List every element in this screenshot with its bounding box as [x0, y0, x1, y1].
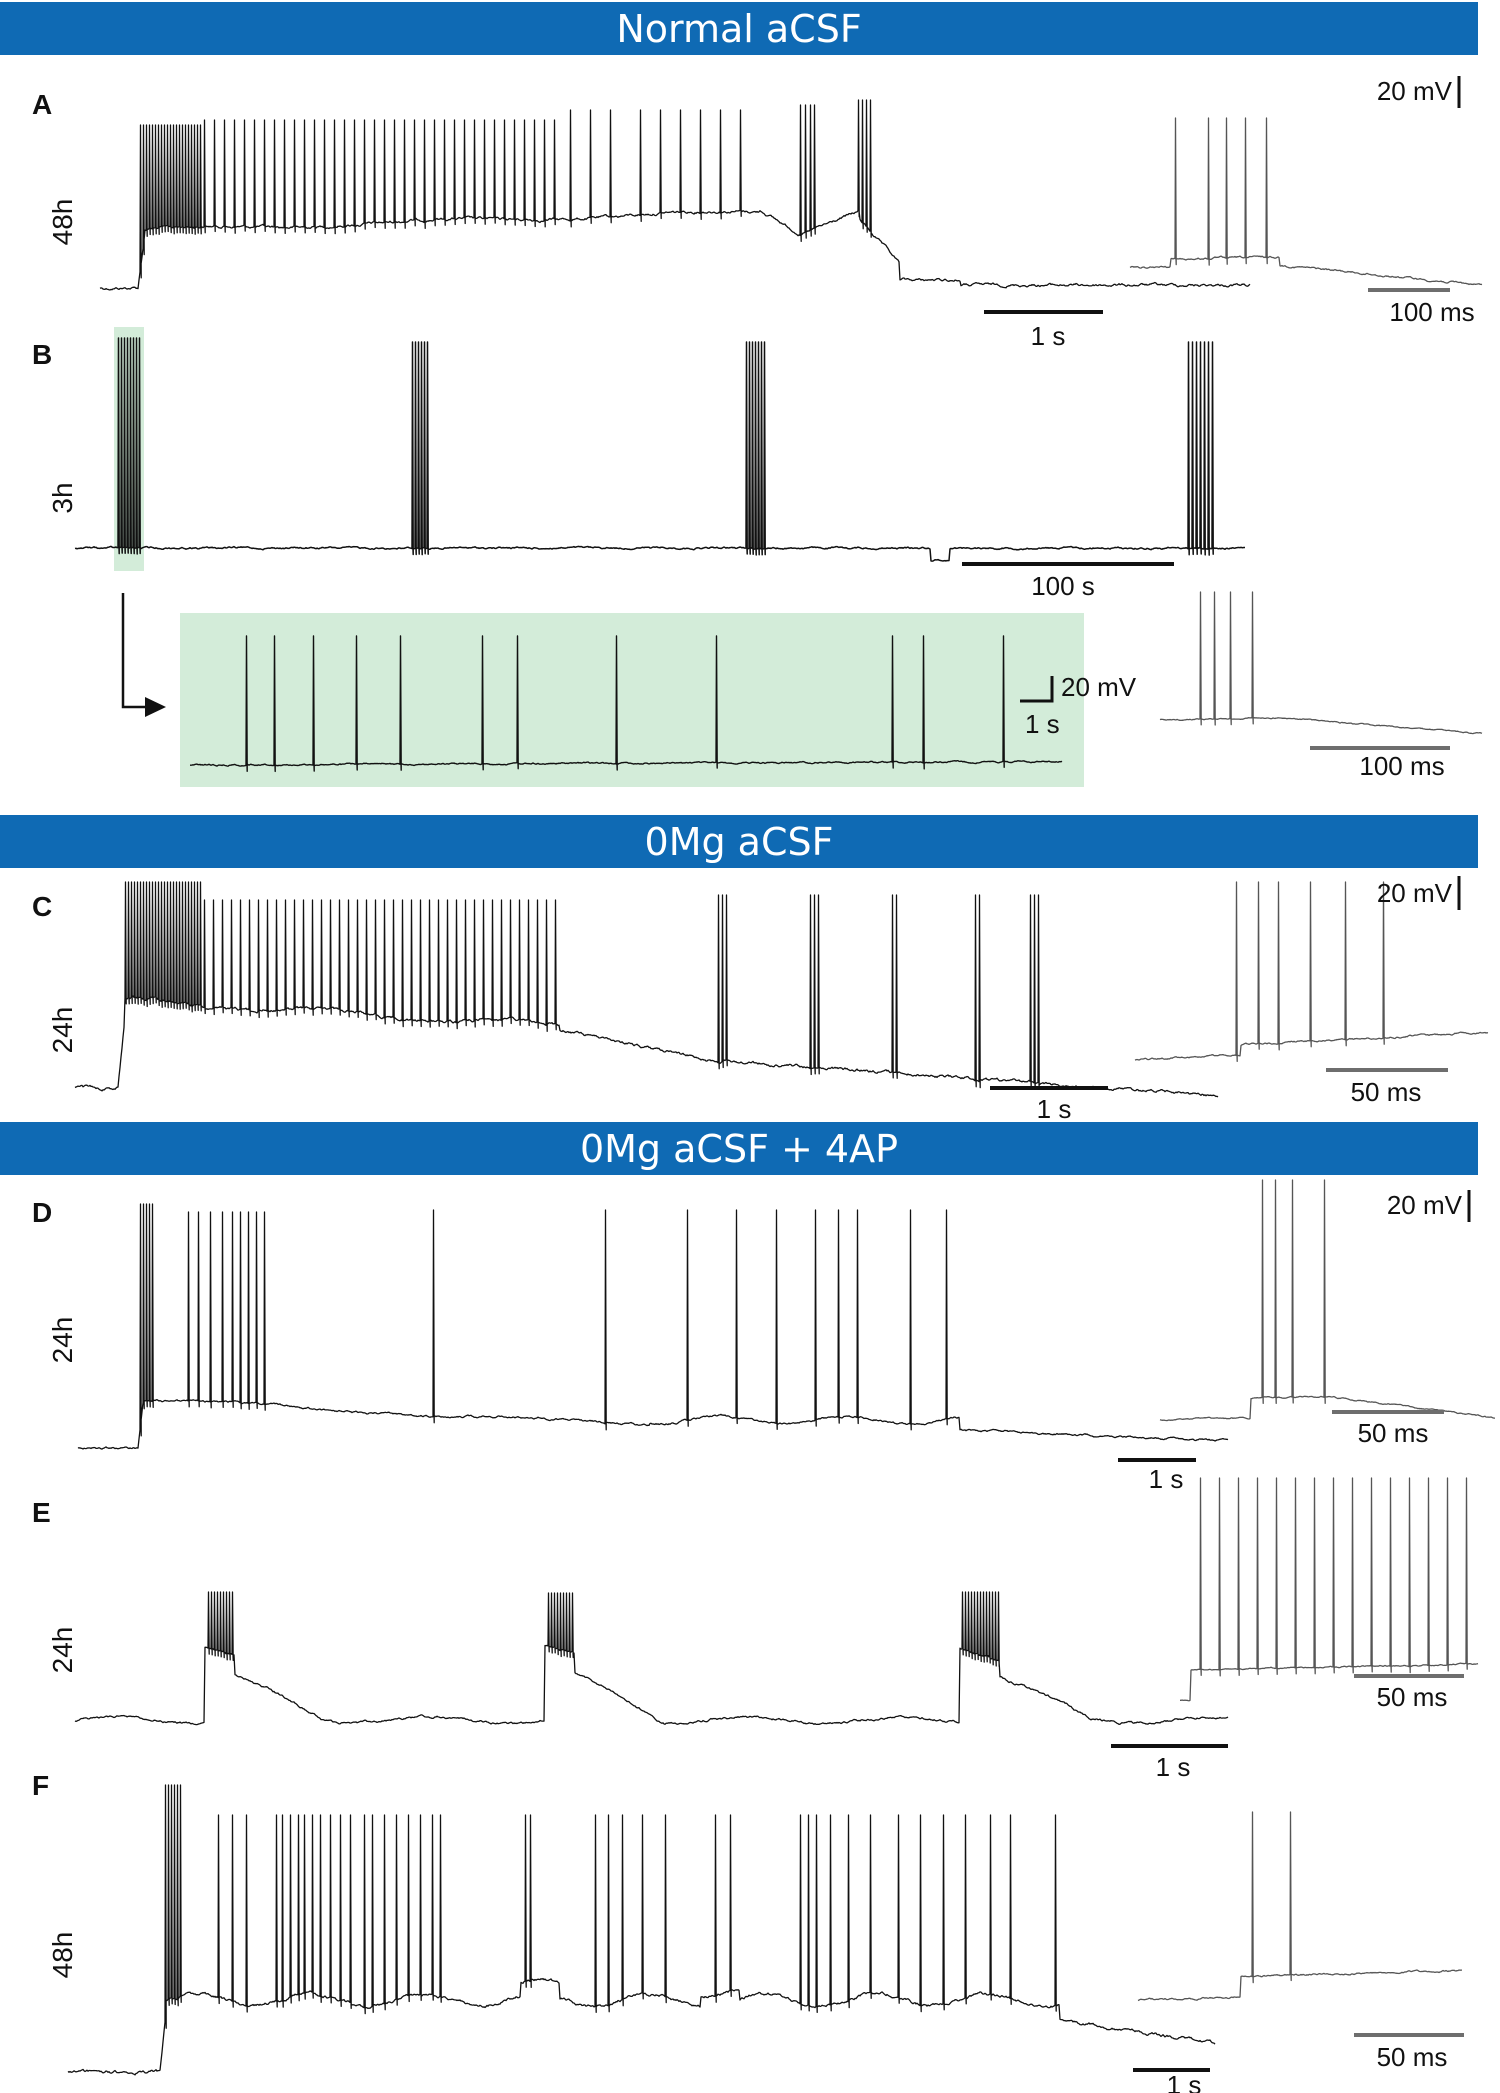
trace-a-inset [1129, 117, 1483, 286]
panel-letter-e: E [32, 1497, 51, 1528]
time-scale-label-c: 1 s [1037, 1094, 1072, 1124]
time-scale-label-b: 100 s [1031, 571, 1095, 601]
zoom-voltage-label-b: 20 mV [1061, 672, 1137, 702]
panel-letter-d: D [32, 1197, 52, 1228]
duration-label-a: 48h [47, 199, 78, 246]
voltage-scale-label-a: 20 mV [1377, 76, 1453, 106]
time-scale-label-f: 1 s [1167, 2070, 1202, 2093]
trace-a-main [99, 99, 1251, 291]
zoom-time-label-b: 1 s [1025, 709, 1060, 739]
time-scale-label-e: 1 s [1156, 1752, 1191, 1782]
trace-e-inset [1180, 1477, 1479, 1702]
inset-scale-label-a: 100 ms [1389, 297, 1474, 327]
zoom-scale-bar-b [1020, 676, 1054, 703]
inset-scale-label-c: 50 ms [1351, 1077, 1422, 1107]
trace-c-inset [1134, 881, 1489, 1063]
zoom-panel-b [180, 613, 1084, 787]
trace-b-main [74, 337, 1245, 562]
inset-scale-label-e: 50 ms [1377, 1682, 1448, 1712]
duration-label-d: 24h [47, 1317, 78, 1364]
trace-f-inset [1137, 1811, 1462, 2002]
time-scale-label-a: 1 s [1031, 321, 1066, 351]
trace-f-main [67, 1784, 1216, 2076]
trace-c-main [74, 881, 1219, 1098]
inset-scale-label-b: 100 ms [1359, 751, 1444, 781]
panel-letter-c: C [32, 891, 52, 922]
time-scale-label-d: 1 s [1149, 1464, 1184, 1494]
banner-normal-acsf: Normal aCSF [0, 2, 1478, 55]
duration-label-f: 48h [47, 1932, 78, 1979]
zoom-arrow-head [145, 697, 166, 717]
banner-0mg-acsf: 0Mg aCSF [0, 815, 1478, 868]
trace-b-zoom [190, 635, 1063, 773]
banner-0mg-acsf-4ap: 0Mg aCSF + 4AP [0, 1122, 1478, 1175]
panel-letter-f: F [32, 1770, 49, 1801]
voltage-scale-label-c: 20 mV [1377, 878, 1453, 908]
zoom-arrow [121, 593, 150, 709]
inset-scale-label-d: 50 ms [1358, 1418, 1429, 1448]
duration-label-b: 3h [47, 482, 78, 513]
voltage-scale-label-d: 20 mV [1387, 1190, 1463, 1220]
panel-letter-b: B [32, 339, 52, 370]
trace-d-inset [1159, 1179, 1495, 1422]
duration-label-e: 24h [47, 1627, 78, 1674]
trace-b-inset [1159, 591, 1483, 735]
trace-e-main [74, 1591, 1229, 1726]
trace-d-main [77, 1203, 1229, 1450]
duration-label-c: 24h [47, 1007, 78, 1054]
inset-scale-label-f: 50 ms [1377, 2042, 1448, 2072]
panel-letter-a: A [32, 89, 52, 120]
